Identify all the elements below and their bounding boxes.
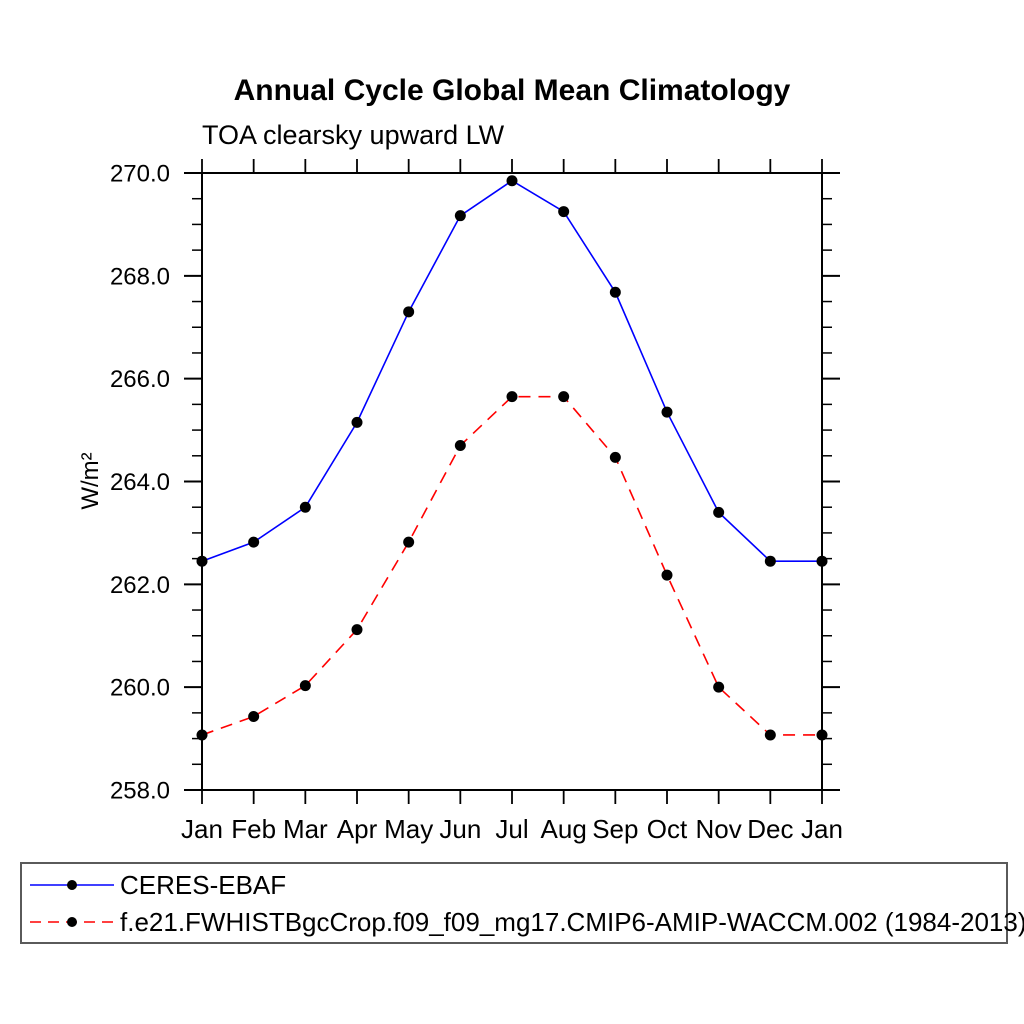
data-point xyxy=(816,555,828,567)
data-point xyxy=(454,210,466,222)
data-point xyxy=(558,391,570,403)
data-point xyxy=(609,451,621,463)
x-tick-label: Oct xyxy=(647,814,688,844)
legend-marker-icon xyxy=(67,879,77,890)
legend-line-sample-dashed xyxy=(30,916,114,927)
x-tick-label: May xyxy=(384,814,433,844)
data-point xyxy=(764,729,776,741)
data-point xyxy=(558,206,570,218)
chart-subtitle: TOA clearsky upward LW xyxy=(202,120,505,150)
data-point xyxy=(403,536,415,548)
data-point xyxy=(351,624,363,636)
y-tick-label: 258.0 xyxy=(110,778,170,805)
x-tick-label: Jul xyxy=(495,814,528,844)
legend-marker-icon xyxy=(67,916,77,927)
x-tick-label: Aug xyxy=(541,814,587,844)
y-tick-label: 262.0 xyxy=(110,572,170,599)
legend-label-obs: CERES-EBAF xyxy=(120,869,287,900)
data-point xyxy=(713,506,725,518)
data-point xyxy=(454,440,466,452)
data-point xyxy=(661,569,673,581)
data-point xyxy=(506,391,518,403)
y-tick-label: 268.0 xyxy=(110,263,170,290)
y-tick-label: 260.0 xyxy=(110,675,170,702)
legend-entry-model: f.e21.FWHISTBgcCrop.f09_f09_mg17.CMIP6-A… xyxy=(26,905,1024,938)
data-point xyxy=(248,536,260,548)
data-point xyxy=(248,710,260,722)
x-tick-label: Dec xyxy=(747,814,793,844)
x-tick-label: Sep xyxy=(592,814,638,844)
chart-title: Annual Cycle Global Mean Climatology xyxy=(233,74,791,107)
x-tick-label: Mar xyxy=(283,814,328,844)
legend-line-sample-solid xyxy=(30,879,114,890)
x-tick-label: Feb xyxy=(231,814,276,844)
x-tick-label: Jun xyxy=(439,814,481,844)
x-tick-label: Apr xyxy=(337,814,378,844)
y-tick-label: 270.0 xyxy=(110,161,170,188)
data-point xyxy=(816,729,828,741)
data-point xyxy=(713,681,725,693)
x-tick-label: Nov xyxy=(696,814,742,844)
x-tick-label: Jan xyxy=(181,814,223,844)
data-point xyxy=(196,729,208,741)
data-point xyxy=(609,286,621,298)
y-tick-label: 264.0 xyxy=(110,469,170,496)
legend-box: CERES-EBAF f.e21.FWHISTBgcCrop.f09_f09_m… xyxy=(20,862,1024,944)
data-point xyxy=(196,555,208,567)
y-tick-label: 266.0 xyxy=(110,366,170,393)
legend-entry-obs: CERES-EBAF xyxy=(26,868,1006,901)
data-point xyxy=(764,555,776,567)
data-point xyxy=(351,416,363,428)
data-point xyxy=(299,501,311,513)
data-point xyxy=(506,175,518,187)
y-axis-title: W/m² xyxy=(77,452,104,510)
series-line-1 xyxy=(201,395,822,736)
data-point xyxy=(299,680,311,692)
legend-label-model: f.e21.FWHISTBgcCrop.f09_f09_mg17.CMIP6-A… xyxy=(120,906,1024,937)
series-line-0 xyxy=(201,179,822,562)
data-point xyxy=(661,406,673,418)
x-tick-label: Jan xyxy=(801,814,843,844)
data-point xyxy=(403,306,415,318)
